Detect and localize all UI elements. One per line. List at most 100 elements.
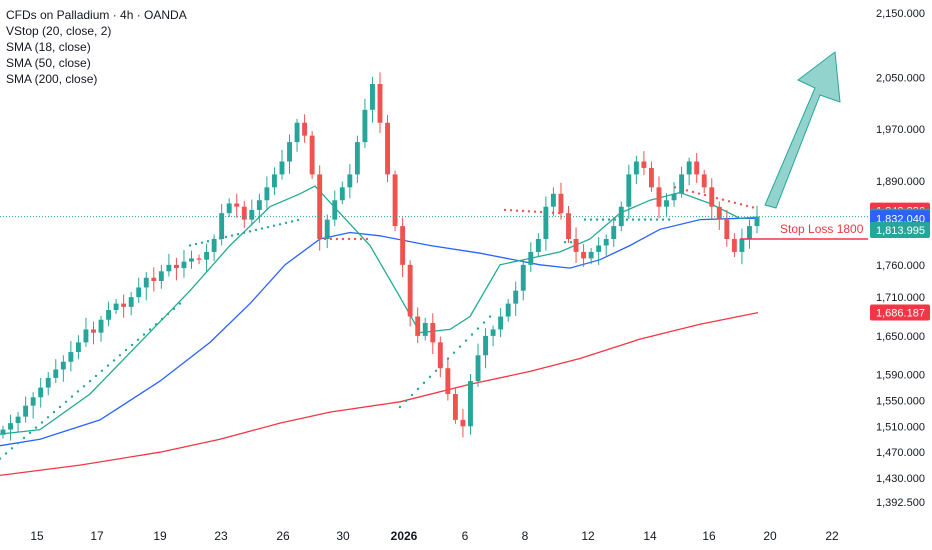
candle-body bbox=[505, 303, 511, 317]
candle-body bbox=[136, 287, 142, 298]
candle-body bbox=[407, 264, 413, 317]
indicator-sma50[interactable]: SMA (50, close) bbox=[6, 56, 91, 70]
candle-body bbox=[106, 310, 112, 320]
candle-body bbox=[415, 316, 421, 336]
vstop-dot bbox=[347, 237, 351, 241]
candle-body bbox=[513, 290, 519, 304]
vstop-dot bbox=[631, 218, 635, 221]
indicator-sma18[interactable]: SMA (18, close) bbox=[6, 40, 91, 54]
candle-body bbox=[731, 239, 737, 252]
vstop-dot bbox=[359, 237, 363, 241]
vstop-dot bbox=[166, 312, 170, 316]
vstop-dot bbox=[521, 209, 525, 213]
vstop-dot bbox=[206, 240, 210, 243]
up-arrow-annotation[interactable] bbox=[764, 51, 841, 209]
candle-body bbox=[249, 209, 255, 220]
y-tick-label: 1,510.000 bbox=[876, 421, 925, 433]
candle-body bbox=[422, 322, 428, 336]
candle-body bbox=[287, 142, 292, 162]
vstop-dot bbox=[335, 237, 339, 241]
candle-body bbox=[0, 429, 6, 435]
vstop-dot bbox=[533, 210, 537, 213]
candle-body bbox=[573, 239, 579, 252]
vstop-dot bbox=[482, 321, 486, 324]
price-tags: 1,843.8861,834.5611,832.0401,813.9951,68… bbox=[870, 202, 930, 321]
vstop-dot bbox=[739, 203, 743, 206]
time-axis[interactable] bbox=[0, 520, 932, 550]
y-tick-label: 1,470.000 bbox=[876, 447, 925, 459]
y-tick-label: 2,050.000 bbox=[876, 73, 925, 85]
vstop-dot bbox=[329, 237, 333, 241]
candle-body bbox=[747, 226, 752, 240]
candle-body bbox=[475, 355, 481, 382]
vstop-dot bbox=[130, 343, 134, 347]
candle-body bbox=[23, 405, 29, 417]
candle-body bbox=[498, 316, 504, 330]
vstop-dot bbox=[16, 441, 20, 445]
vstop-dot bbox=[428, 375, 432, 379]
vstop-dot bbox=[178, 302, 182, 305]
vstop-dot bbox=[22, 436, 26, 440]
candle-body bbox=[656, 187, 662, 207]
y-tick-label: 1,970.000 bbox=[876, 124, 925, 136]
price-axis[interactable] bbox=[868, 0, 932, 520]
indicator-vstop[interactable]: VStop (20, close, 2) bbox=[6, 24, 112, 38]
vstop-dot bbox=[70, 395, 74, 398]
y-tick-label: 1,590.000 bbox=[876, 370, 925, 382]
vstop-dot bbox=[100, 369, 104, 372]
y-tick-label: 1,650.000 bbox=[876, 331, 925, 343]
vstop-dot bbox=[637, 218, 641, 221]
vstop-dot bbox=[583, 218, 587, 221]
sma200-series bbox=[0, 311, 759, 477]
vstop-dot bbox=[691, 190, 695, 194]
x-tick-label: 20 bbox=[763, 529, 777, 543]
candle-body bbox=[38, 387, 44, 398]
vstop-dot bbox=[589, 218, 593, 221]
candle-body bbox=[256, 200, 262, 210]
sma50-series bbox=[0, 217, 758, 447]
candle-body bbox=[558, 193, 564, 214]
vstop-dot bbox=[733, 201, 737, 205]
vstop-dot bbox=[160, 317, 164, 321]
price-tag bbox=[870, 221, 930, 238]
candle-body bbox=[543, 206, 549, 240]
candle-body bbox=[468, 381, 473, 427]
candle-body bbox=[581, 251, 587, 259]
candle-body bbox=[91, 329, 96, 333]
candle-body bbox=[234, 203, 240, 207]
vstop-dot bbox=[124, 348, 128, 352]
vstop-dot bbox=[230, 234, 234, 237]
vstop-dot bbox=[148, 328, 152, 331]
vstop-dot bbox=[353, 237, 357, 241]
candle-body bbox=[377, 83, 383, 123]
indicator-sma200[interactable]: SMA (200, close) bbox=[6, 72, 98, 86]
x-tick-label: 23 bbox=[214, 529, 228, 543]
vstop-dot bbox=[563, 241, 567, 244]
vstop-dot bbox=[509, 209, 513, 212]
vstop-dot bbox=[703, 193, 707, 197]
vstop-dot bbox=[10, 447, 14, 450]
x-tick-label: 8 bbox=[522, 529, 529, 543]
vstop-dot bbox=[154, 323, 158, 326]
candles-series bbox=[0, 72, 760, 441]
candle-body bbox=[362, 109, 368, 143]
vstop-dot bbox=[52, 410, 56, 414]
candle-body bbox=[566, 213, 571, 240]
vstop-dot bbox=[365, 237, 369, 241]
chart-title: CFDs on Palladium · 4h · OANDA bbox=[6, 8, 187, 22]
vstop-dot bbox=[94, 374, 98, 378]
vstop-dot bbox=[341, 237, 345, 241]
vstop-dot bbox=[76, 390, 80, 393]
candle-body bbox=[15, 416, 21, 424]
vstop-dot bbox=[569, 241, 573, 244]
candle-body bbox=[445, 368, 451, 395]
vstop-dot bbox=[613, 218, 617, 221]
vstop-dot bbox=[242, 231, 246, 234]
vstop-dot bbox=[34, 426, 38, 429]
candle-body bbox=[611, 226, 617, 240]
candle-body bbox=[219, 213, 225, 240]
sma50-line bbox=[0, 217, 758, 447]
vstop-dot bbox=[64, 400, 68, 403]
candle-body bbox=[332, 200, 338, 220]
